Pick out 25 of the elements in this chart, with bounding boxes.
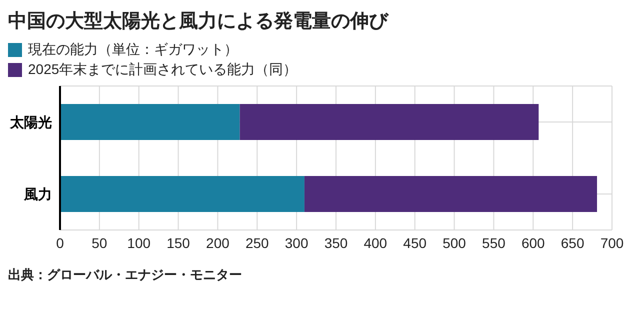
x-tick-label: 50 bbox=[92, 234, 108, 251]
x-tick-label: 250 bbox=[245, 234, 270, 251]
source-note: 出典：グローバル・エナジー・モニター bbox=[8, 266, 243, 284]
x-tick-label: 300 bbox=[284, 234, 308, 251]
x-tick-label: 550 bbox=[482, 234, 506, 251]
x-tick-label: 200 bbox=[206, 234, 230, 251]
y-tick-label: 風力 bbox=[23, 186, 52, 202]
x-tick-label: 100 bbox=[127, 234, 151, 251]
x-tick-label: 350 bbox=[324, 234, 348, 251]
y-tick-label: 太陽光 bbox=[9, 114, 52, 130]
x-tick-label: 0 bbox=[56, 234, 64, 251]
x-tick-label: 400 bbox=[364, 234, 388, 251]
x-tick-label: 700 bbox=[600, 234, 624, 251]
chart-title: 中国の大型太陽光と風力による発電量の伸び bbox=[8, 10, 390, 34]
bar bbox=[304, 176, 598, 212]
legend-label: 2025年末までに計画されている能力（同） bbox=[28, 61, 298, 79]
legend-label: 現在の能力（単位：ギガワット） bbox=[28, 41, 238, 59]
x-tick-label: 450 bbox=[403, 234, 427, 251]
bar bbox=[60, 176, 304, 212]
x-tick-label: 150 bbox=[166, 234, 190, 251]
bar bbox=[240, 104, 539, 140]
x-tick-label: 650 bbox=[560, 234, 584, 251]
bar bbox=[60, 104, 240, 140]
x-tick-label: 600 bbox=[521, 234, 546, 251]
x-tick-label: 500 bbox=[442, 234, 466, 251]
